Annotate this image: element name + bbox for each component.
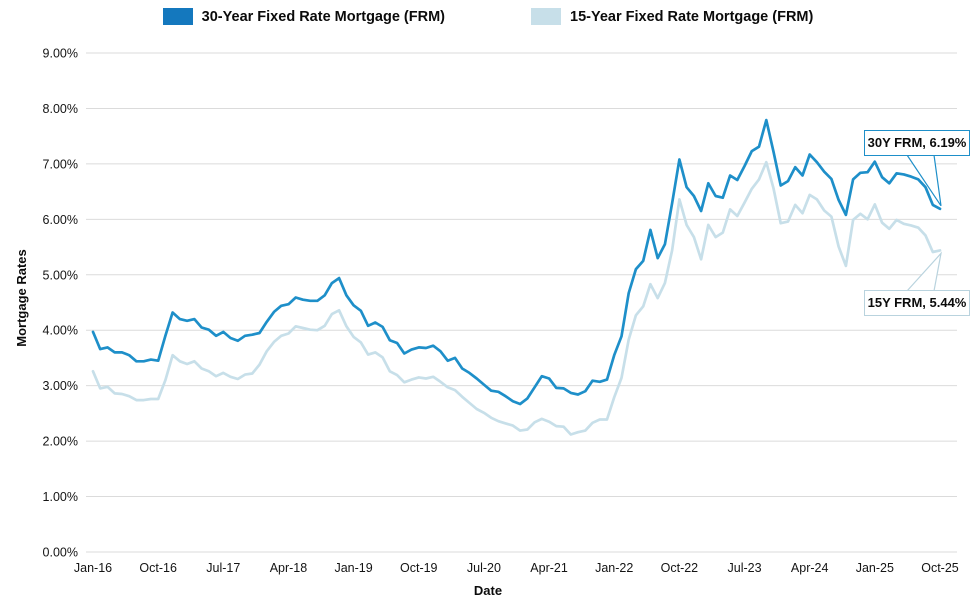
chart-legend: 30-Year Fixed Rate Mortgage (FRM) 15-Yea… xyxy=(0,8,976,25)
y-tick-label: 2.00% xyxy=(43,435,78,449)
y-axis-title: Mortgage Rates xyxy=(14,249,29,347)
x-tick-label: Jan-19 xyxy=(334,561,372,575)
legend-label-30y: 30-Year Fixed Rate Mortgage (FRM) xyxy=(201,8,445,25)
callout-pointer-30y xyxy=(905,154,942,207)
x-tick-label: Jul-20 xyxy=(467,561,501,575)
legend-swatch-15y-icon xyxy=(531,8,561,25)
series-line-30y-frm xyxy=(91,118,942,406)
y-tick-label: 9.00% xyxy=(43,47,78,61)
y-tick-label: 4.00% xyxy=(43,324,78,338)
legend-label-15y: 15-Year Fixed Rate Mortgage (FRM) xyxy=(570,8,814,25)
x-tick-label: Oct-19 xyxy=(400,561,438,575)
annotation-15y-frm: 15Y FRM, 5.44% xyxy=(864,290,970,316)
x-tick-label: Jan-25 xyxy=(856,561,894,575)
y-tick-label: 6.00% xyxy=(43,213,78,227)
y-tick-label: 1.00% xyxy=(43,490,78,504)
legend-item-30y-frm: 30-Year Fixed Rate Mortgage (FRM) xyxy=(162,8,445,25)
x-tick-label: Apr-18 xyxy=(270,561,308,575)
x-tick-label: Apr-21 xyxy=(530,561,568,575)
legend-item-15y-frm: 15-Year Fixed Rate Mortgage (FRM) xyxy=(531,8,813,25)
x-tick-label: Oct-16 xyxy=(139,561,177,575)
series-line-15y-frm xyxy=(91,160,942,436)
legend-swatch-30y-icon xyxy=(162,8,193,25)
x-tick-label: Oct-25 xyxy=(921,561,959,575)
x-tick-label: Apr-24 xyxy=(791,561,829,575)
y-tick-label: 0.00% xyxy=(43,546,78,560)
y-tick-label: 3.00% xyxy=(43,379,78,393)
y-tick-label: 7.00% xyxy=(43,157,78,171)
x-axis-title: Date xyxy=(473,583,503,598)
x-tick-label: Jan-22 xyxy=(595,561,633,575)
y-tick-label: 8.00% xyxy=(43,102,78,116)
y-tick-label: 5.00% xyxy=(43,268,78,282)
x-tick-label: Jul-17 xyxy=(206,561,240,575)
annotation-30y-frm: 30Y FRM, 6.19% xyxy=(864,130,970,156)
x-tick-label: Jul-23 xyxy=(728,561,762,575)
callout-pointer-15y xyxy=(905,251,942,292)
x-tick-label: Jan-16 xyxy=(74,561,112,575)
x-tick-label: Oct-22 xyxy=(661,561,699,575)
